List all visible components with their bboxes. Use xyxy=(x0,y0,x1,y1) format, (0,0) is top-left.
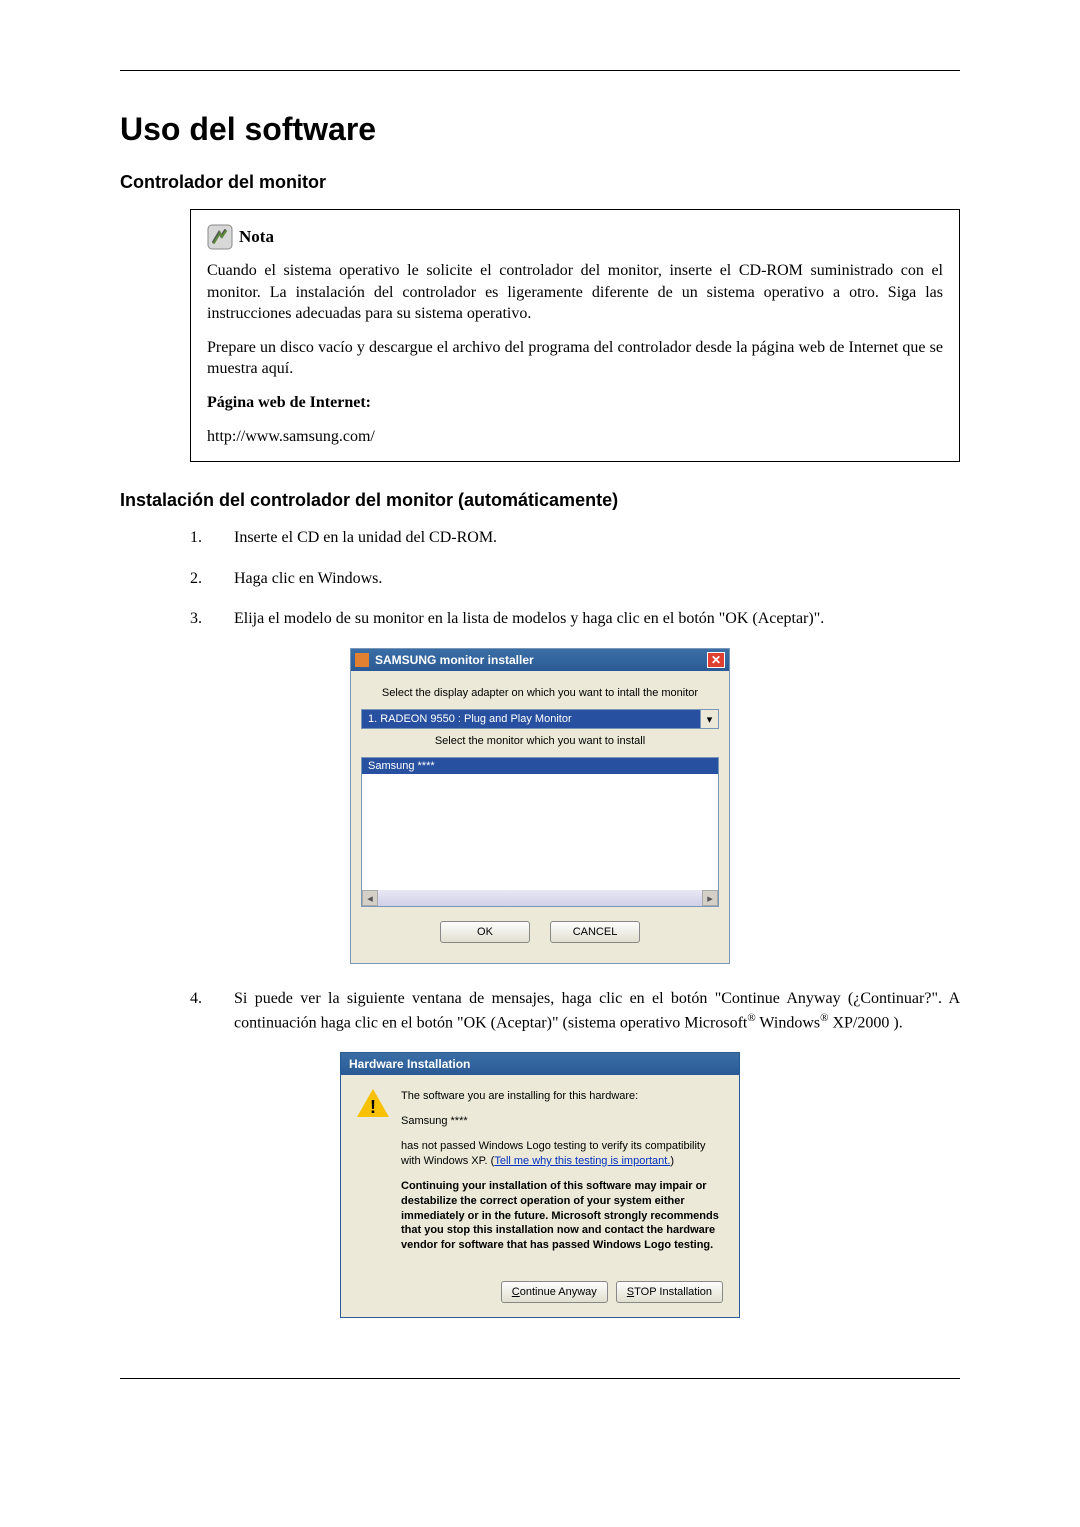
hw-body: ! The software you are installing for th… xyxy=(341,1075,739,1275)
hw-button-row: Continue Anyway STOP Installation xyxy=(341,1275,739,1317)
continue-underline: C xyxy=(512,1286,520,1298)
chevron-down-icon[interactable]: ▾ xyxy=(700,710,718,728)
step-number: 2. xyxy=(190,568,210,590)
stop-underline: S xyxy=(627,1286,634,1298)
note-url: http://www.samsung.com/ xyxy=(207,426,943,448)
step-4-text-b: Windows xyxy=(756,1014,820,1031)
hw-line-3b: ) xyxy=(670,1155,674,1167)
note-label: Nota xyxy=(239,226,274,249)
installer-dialog: SAMSUNG monitor installer ✕ Select the d… xyxy=(350,648,730,964)
step-3: 3. Elija el modelo de su monitor en la l… xyxy=(190,608,960,630)
hw-line-1: The software you are installing for this… xyxy=(401,1089,723,1104)
hw-text: The software you are installing for this… xyxy=(401,1089,723,1263)
step-number: 3. xyxy=(190,608,210,630)
adapter-dropdown-value: 1. RADEON 9550 : Plug and Play Monitor xyxy=(362,713,700,725)
step-text: Inserte el CD en la unidad del CD-ROM. xyxy=(234,527,960,549)
section-install-title: Instalación del controlador del monitor … xyxy=(120,490,960,511)
steps-list-continued: 4. Si puede ver la siguiente ventana de … xyxy=(190,988,960,1034)
scroll-right-icon[interactable]: ▸ xyxy=(702,890,718,906)
hw-link[interactable]: Tell me why this testing is important. xyxy=(494,1155,670,1167)
step-text: Si puede ver la siguiente ventana de men… xyxy=(234,988,960,1034)
registered-mark: ® xyxy=(747,1012,755,1024)
bottom-rule xyxy=(120,1378,960,1379)
page-title: Uso del software xyxy=(120,111,960,148)
note-box: Nota Cuando el sistema operativo le soli… xyxy=(190,209,960,462)
continue-anyway-button[interactable]: Continue Anyway xyxy=(501,1281,608,1303)
cancel-button[interactable]: CANCEL xyxy=(550,921,640,943)
installer-app-icon xyxy=(355,653,369,667)
hw-dialog-wrap: Hardware Installation ! The software you… xyxy=(120,1052,960,1318)
installer-button-row: OK CANCEL xyxy=(361,907,719,953)
adapter-dropdown[interactable]: 1. RADEON 9550 : Plug and Play Monitor ▾ xyxy=(361,709,719,729)
note-bold-label: Página web de Internet: xyxy=(207,392,943,414)
monitor-list-item-selected[interactable]: Samsung **** xyxy=(362,758,718,774)
installer-dialog-wrap: SAMSUNG monitor installer ✕ Select the d… xyxy=(120,648,960,964)
hw-line-3: has not passed Windows Logo testing to v… xyxy=(401,1139,723,1169)
installer-body: Select the display adapter on which you … xyxy=(351,671,729,963)
step-number: 4. xyxy=(190,988,210,1034)
monitor-listbox[interactable]: Samsung **** ◂ ▸ xyxy=(361,757,719,907)
hw-titlebar: Hardware Installation xyxy=(341,1053,739,1075)
close-icon[interactable]: ✕ xyxy=(707,652,725,668)
hw-line-2: Samsung **** xyxy=(401,1114,723,1129)
step-2: 2. Haga clic en Windows. xyxy=(190,568,960,590)
hardware-installation-dialog: Hardware Installation ! The software you… xyxy=(340,1052,740,1318)
note-paragraph-2: Prepare un disco vacío y descargue el ar… xyxy=(207,337,943,380)
step-text: Elija el modelo de su monitor en la list… xyxy=(234,608,960,630)
ok-button[interactable]: OK xyxy=(440,921,530,943)
hw-warning-paragraph: Continuing your installation of this sof… xyxy=(401,1179,723,1253)
steps-list: 1. Inserte el CD en la unidad del CD-ROM… xyxy=(190,527,960,630)
step-text: Haga clic en Windows. xyxy=(234,568,960,590)
horizontal-scrollbar[interactable]: ◂ ▸ xyxy=(362,890,718,906)
stop-installation-button[interactable]: STOP Installation xyxy=(616,1281,723,1303)
section-driver-title: Controlador del monitor xyxy=(120,172,960,193)
step-4-text-c: XP/2000 ). xyxy=(828,1014,902,1031)
continue-rest: ontinue Anyway xyxy=(520,1286,597,1298)
warning-icon: ! xyxy=(357,1089,389,1121)
installer-prompt-2: Select the monitor which you want to ins… xyxy=(361,735,719,747)
scroll-track[interactable] xyxy=(378,890,702,906)
stop-rest: TOP Installation xyxy=(634,1286,712,1298)
installer-titlebar: SAMSUNG monitor installer ✕ xyxy=(351,649,729,671)
note-header: Nota xyxy=(207,224,943,250)
step-4: 4. Si puede ver la siguiente ventana de … xyxy=(190,988,960,1034)
note-paragraph-1: Cuando el sistema operativo le solicite … xyxy=(207,260,943,325)
scroll-left-icon[interactable]: ◂ xyxy=(362,890,378,906)
step-1: 1. Inserte el CD en la unidad del CD-ROM… xyxy=(190,527,960,549)
note-icon xyxy=(207,224,233,250)
installer-title: SAMSUNG monitor installer xyxy=(375,653,534,667)
installer-prompt-1: Select the display adapter on which you … xyxy=(361,687,719,699)
top-rule xyxy=(120,70,960,71)
step-number: 1. xyxy=(190,527,210,549)
